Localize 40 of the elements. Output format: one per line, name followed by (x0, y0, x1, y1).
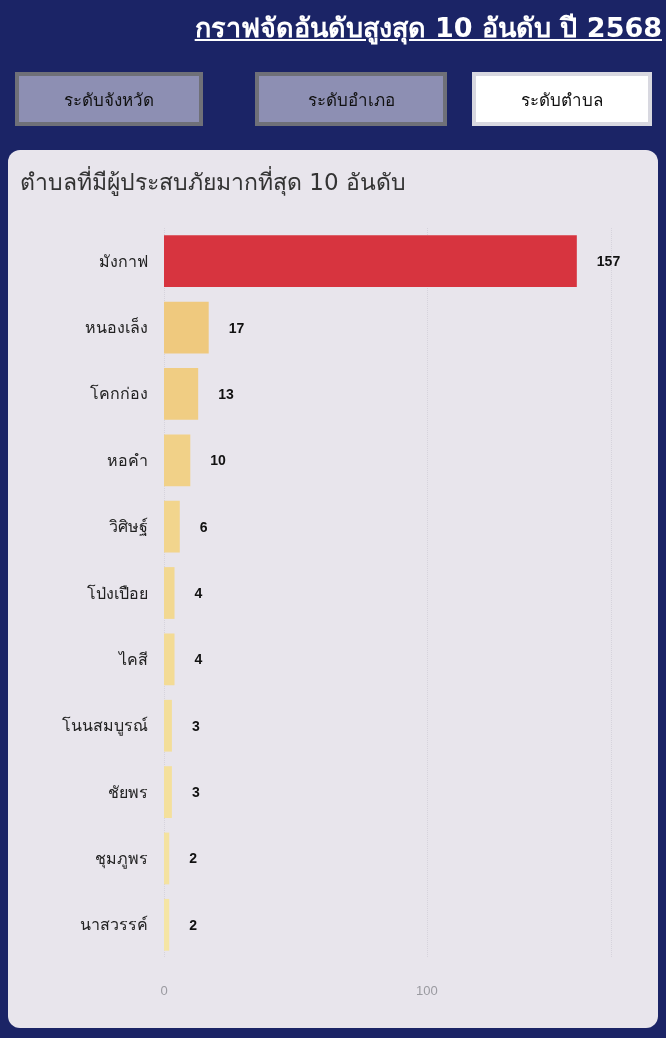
y-tick-label: ชุมภูพร (95, 849, 148, 869)
chart-title: กราฟจัดอันดับสูงสุด 10 อันดับ ปี 2568 (193, 11, 662, 47)
filter-button[interactable]: ระดับจังหวัด (15, 72, 203, 126)
x-tick-label: 100 (416, 983, 438, 998)
chart-subtitle: ตำบลที่มีผู้ประสบภัยมากที่สุด 10 อันดับ (20, 165, 406, 198)
filter-button[interactable]: ระดับตำบล (472, 72, 652, 126)
y-tick-label: วิศิษฐ์ (109, 517, 148, 537)
bar (164, 699, 172, 752)
data-label: 3 (191, 717, 200, 734)
bar (164, 633, 175, 686)
y-tick-label: ชัยพร (108, 783, 148, 801)
bar (164, 898, 170, 951)
x-tick-label: 0 (160, 983, 168, 998)
data-label: 13 (218, 385, 234, 402)
y-tick-label: หนองเล็ง (85, 317, 148, 337)
y-tick-label: โคกก่อง (90, 384, 148, 403)
y-tick-label: โนนสมบูรณ์ (62, 716, 148, 737)
bar (164, 368, 199, 420)
bar (164, 567, 175, 619)
data-label: 2 (189, 850, 198, 867)
bar (164, 500, 180, 553)
data-label: 10 (210, 452, 227, 469)
y-tick-label: นาสวรรค์ (80, 915, 148, 934)
y-tick-label: มังกาฟ (99, 252, 148, 270)
data-label: 4 (194, 651, 203, 668)
data-label: 3 (191, 784, 200, 801)
data-label: 157 (596, 253, 621, 270)
y-tick-label: โป่งเปือย (87, 583, 148, 602)
bar (164, 301, 209, 354)
bar (164, 766, 172, 818)
data-label: 4 (194, 585, 203, 601)
data-label: 17 (228, 319, 245, 336)
bar (164, 434, 191, 487)
y-tick-label: หอคำ (107, 451, 148, 469)
data-label: 6 (199, 518, 208, 535)
bar (164, 832, 170, 885)
bar (164, 235, 577, 288)
data-label: 2 (189, 916, 198, 933)
y-tick-label: ไคสี (117, 649, 148, 668)
filter-button[interactable]: ระดับอำเภอ (255, 72, 447, 126)
